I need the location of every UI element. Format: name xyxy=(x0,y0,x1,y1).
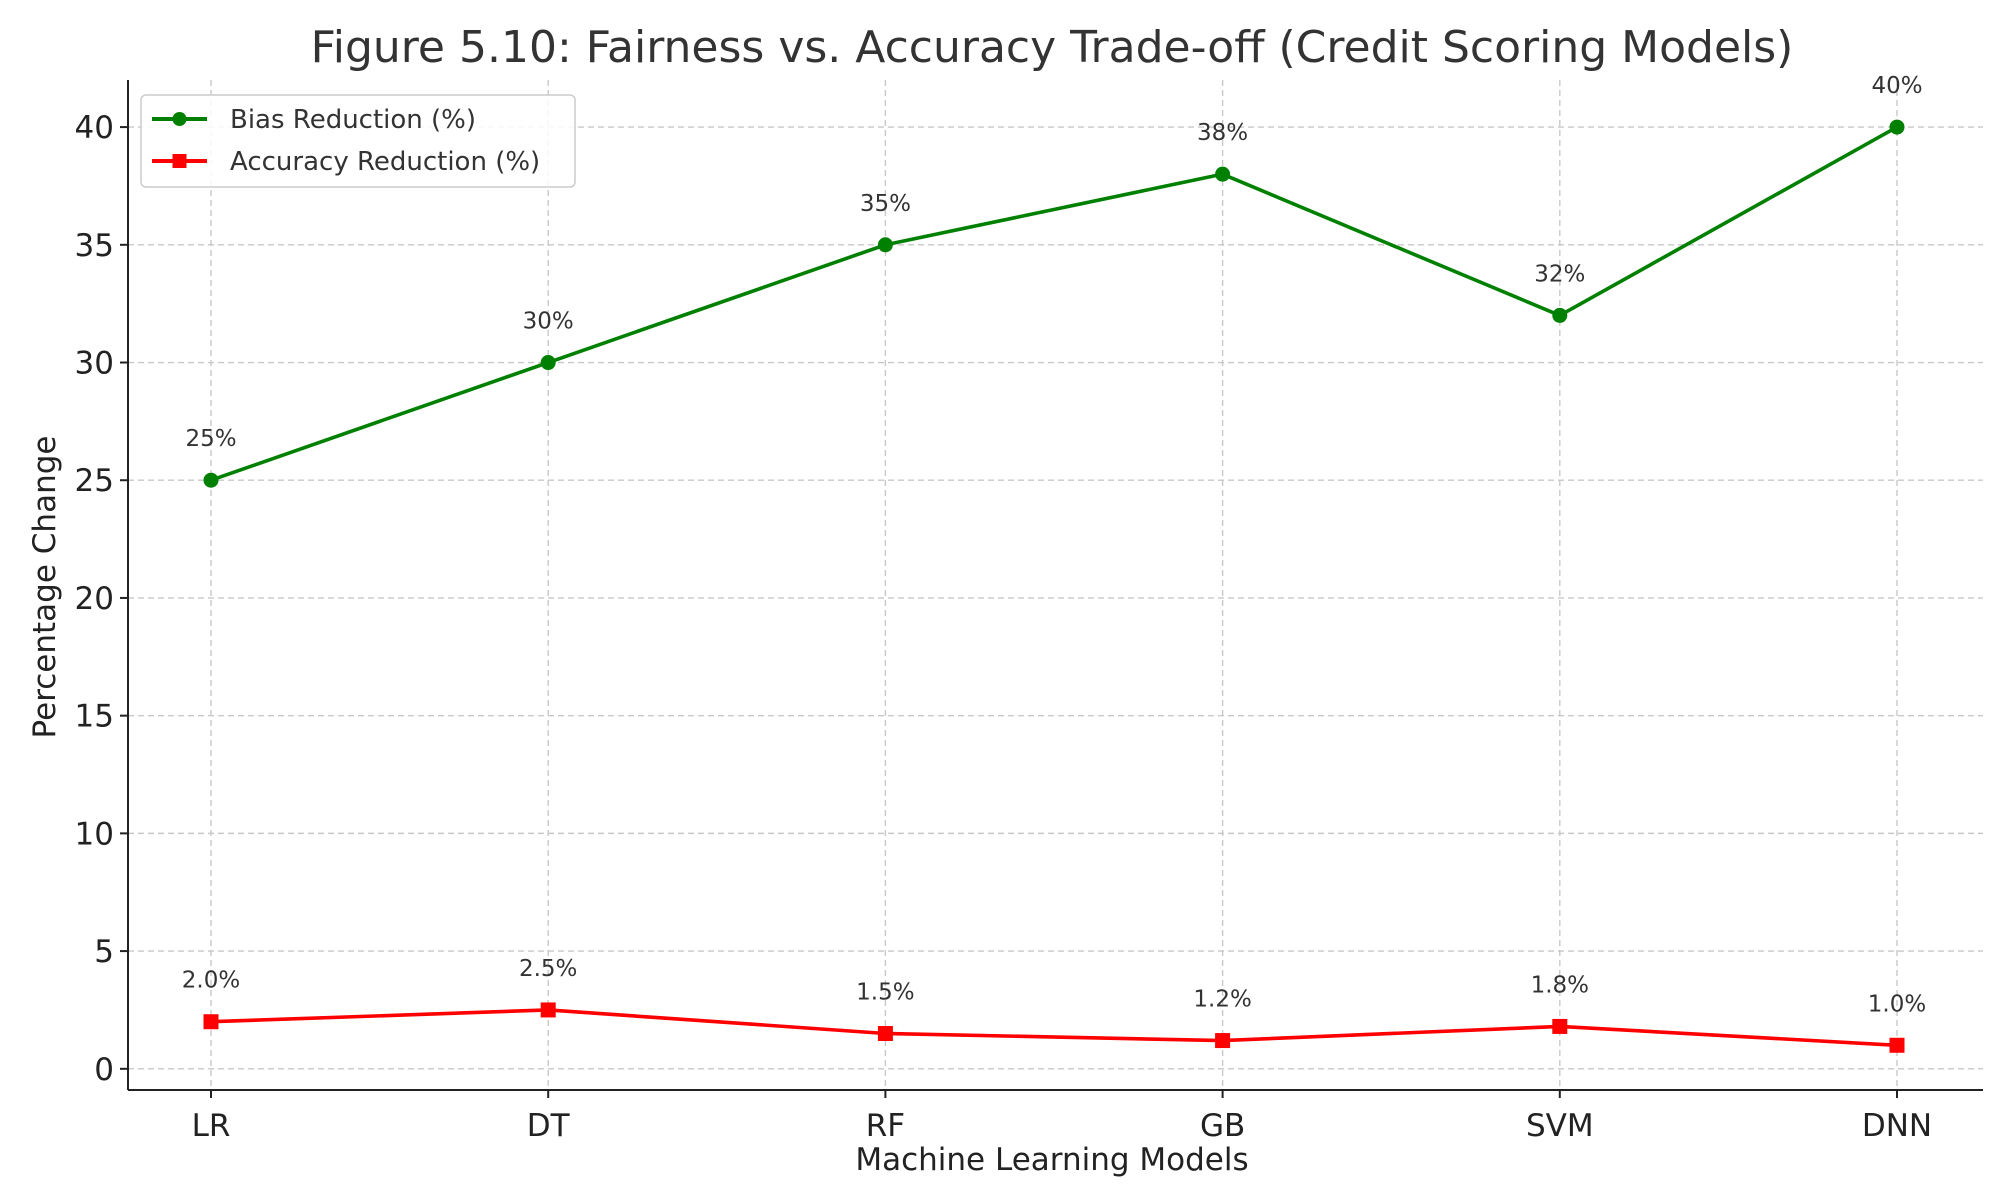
data-label-accuracy: 2.5% xyxy=(519,956,577,982)
data-label-accuracy: 1.0% xyxy=(1868,991,1926,1017)
data-label-accuracy: 1.8% xyxy=(1531,972,1589,998)
data-label-bias: 25% xyxy=(185,426,236,452)
axes: 0 5 10 15 20 25 30 35 40 LR DT RF GB SVM DNN xyxy=(75,80,1983,1144)
y-axis-label: Percentage Change xyxy=(27,436,63,739)
y-tick-label: 15 xyxy=(75,699,114,735)
data-point-bias xyxy=(877,237,893,253)
legend: Bias Reduction (%) Accuracy Reduction (%… xyxy=(140,94,576,188)
legend-marker-accuracy xyxy=(172,154,187,168)
grid xyxy=(128,80,1983,1090)
data-label-bias: 32% xyxy=(1534,261,1585,287)
x-tick-label: DNN xyxy=(1862,1108,1932,1144)
series-line-bias xyxy=(210,125,1898,482)
y-tick-label: 10 xyxy=(75,816,114,852)
data-point-bias xyxy=(540,355,556,371)
series-layer xyxy=(203,119,1905,1053)
data-label-accuracy: 1.2% xyxy=(1193,987,1251,1013)
legend-frame xyxy=(140,94,576,188)
y-tick-label: 5 xyxy=(94,934,114,970)
x-tick-label: RF xyxy=(866,1108,905,1144)
data-point-accuracy xyxy=(1215,1033,1231,1049)
y-tick-label: 35 xyxy=(75,228,114,264)
data-point-bias xyxy=(1889,119,1905,135)
data-label-bias: 38% xyxy=(1197,120,1248,146)
legend-label-bias: Bias Reduction (%) xyxy=(230,105,476,135)
data-label-bias: 35% xyxy=(860,191,911,217)
y-tick-label: 20 xyxy=(75,581,114,617)
x-tick-label: GB xyxy=(1200,1108,1245,1144)
chart-title: Figure 5.10: Fairness vs. Accuracy Trade… xyxy=(311,22,1794,73)
data-label-bias: 30% xyxy=(523,309,574,335)
x-tick-label: LR xyxy=(192,1108,231,1144)
y-tick-label: 30 xyxy=(75,346,114,382)
data-labels: 25% 30% 35% 38% 32% 40% 2.0% 2.5% 1.5% 1.2% 1.8% 1.… xyxy=(182,73,1926,1017)
data-point-accuracy xyxy=(203,1014,219,1030)
y-tick-label: 0 xyxy=(94,1052,114,1088)
x-tick-label: SVM xyxy=(1526,1108,1594,1144)
data-point-bias xyxy=(1552,307,1568,323)
data-point-bias xyxy=(1215,166,1231,182)
y-tick-label: 40 xyxy=(75,110,114,146)
y-tick-label: 25 xyxy=(75,463,114,499)
series-line-accuracy xyxy=(210,1008,1898,1048)
data-point-bias xyxy=(203,472,219,488)
data-point-accuracy xyxy=(1552,1018,1568,1034)
legend-label-accuracy: Accuracy Reduction (%) xyxy=(230,147,540,177)
data-point-accuracy xyxy=(1889,1037,1905,1053)
data-label-bias: 40% xyxy=(1871,73,1922,99)
data-point-accuracy xyxy=(540,1002,556,1018)
legend-marker-bias xyxy=(172,112,187,126)
x-axis-label: Machine Learning Models xyxy=(855,1142,1248,1178)
data-point-accuracy xyxy=(877,1025,893,1041)
data-label-accuracy: 1.5% xyxy=(856,979,914,1005)
x-tick-label: DT xyxy=(527,1108,571,1144)
data-label-accuracy: 2.0% xyxy=(182,968,240,994)
